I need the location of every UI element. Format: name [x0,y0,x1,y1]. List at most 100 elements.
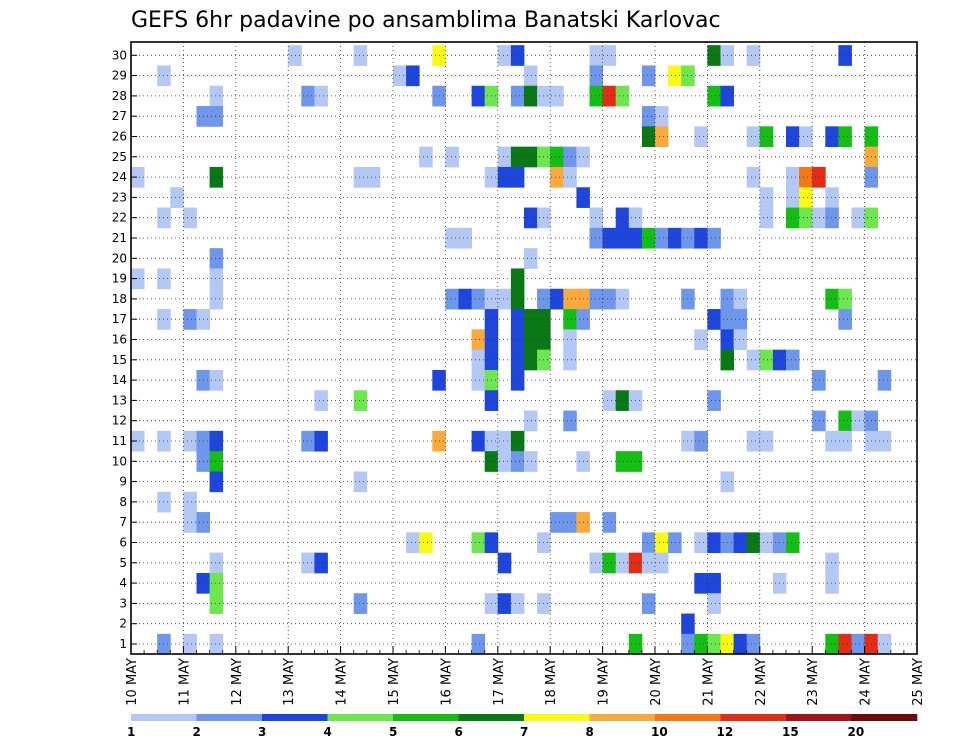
heatmap-cell [825,552,839,574]
heatmap-cell [209,288,224,310]
y-tick-label: 13 [112,393,127,407]
heatmap-cell [550,85,564,107]
heatmap-cell [825,572,839,594]
heatmap-cell [615,288,630,310]
heatmap-cell [707,633,721,655]
legend-swatch [393,714,459,721]
y-tick-label: 14 [112,373,127,387]
heatmap-cell [707,309,721,330]
heatmap-cell [524,85,538,107]
heatmap-cell [746,126,761,148]
heatmap-cell [563,349,577,371]
y-tick-label: 21 [112,231,127,245]
heatmap-cell [471,85,486,107]
heatmap-cell [406,65,420,87]
legend-label: 2 [193,725,201,739]
heatmap-cell [497,288,512,310]
heatmap-cell [353,471,368,493]
chart-title: GEFS 6hr padavine po ansamblima Banatski… [131,8,721,33]
legend-label: 6 [455,725,463,739]
legend-swatch [589,714,656,721]
heatmap-cell [707,227,721,249]
heatmap-cell [641,227,656,249]
heatmap-cell [589,227,603,249]
heatmap-cell [510,329,525,351]
color-legend: 1 2 3 4 5 6 7 8 10 12 15 20 [127,714,918,739]
heatmap-cell [314,85,328,107]
heatmap-cell [445,146,459,168]
legend-label: 5 [389,725,397,739]
legend-swatch [327,714,394,721]
legend-swatch [262,714,328,721]
heatmap-cell [563,146,577,168]
heatmap-cell [655,532,669,554]
heatmap-cell [707,532,721,554]
heatmap-cell [301,552,315,574]
heatmap-cell [825,288,839,310]
heatmap-cell [733,309,748,330]
heatmap-cell [131,430,145,452]
heatmap-cell [510,309,525,330]
heatmap-cell [209,451,224,472]
heatmap-cell [812,369,826,391]
y-tick-label: 16 [112,333,127,347]
heatmap-cell [759,187,774,208]
heatmap-cell [694,227,708,249]
heatmap-cell [733,329,748,351]
heatmap-cell [655,227,669,249]
y-tick-label: 10 [112,454,127,468]
heatmap-cell [589,288,603,310]
heatmap-cell [838,45,852,66]
heatmap-cell [733,633,748,655]
heatmap-cell [406,532,420,554]
heatmap-cell [563,410,577,432]
heatmap-cell [786,207,800,229]
heatmap-cell [602,288,617,310]
heatmap-cell [668,227,682,249]
y-tick-label: 20 [112,251,127,265]
heatmap-cell [524,248,538,269]
heatmap-cell [694,532,708,554]
heatmap-cell [877,633,892,655]
heatmap-cell [445,227,459,249]
legend-label: 7 [520,725,528,739]
heatmap-cell [759,430,774,452]
legend-swatch [196,714,263,721]
heatmap-cell [314,390,328,411]
heatmap-cell [746,633,761,655]
heatmap-cell [759,126,774,148]
heatmap-cell [838,410,852,432]
heatmap-cell [550,146,564,168]
heatmap-cell [209,106,224,127]
heatmap-cell [563,166,577,188]
heatmap-cell [668,65,682,87]
heatmap-cell [838,430,852,452]
heatmap-cell [497,552,512,574]
heatmap-cell [471,329,486,351]
heatmap-cell [694,572,708,594]
heatmap-cell [131,268,145,290]
y-tick-label: 19 [112,272,127,286]
x-tick-label: 10 MAY [125,658,140,706]
heatmap-cell [746,349,761,371]
heatmap-cell [314,552,328,574]
x-axis: 10 MAY 11 MAY 12 MAY 13 MAY 14 MAY 15 MAY 16 M… [125,646,926,706]
heatmap-cell [510,45,525,66]
heatmap-cell [524,349,538,371]
heatmap-cell [458,227,472,249]
x-tick-label: 24 MAY [859,658,874,706]
heatmap-cell [707,390,721,411]
heatmap-cell [353,593,368,614]
heatmap-cell [471,349,486,371]
x-tick-label: 21 MAY [701,658,716,706]
legend-label: 4 [324,725,332,739]
heatmap-cell [183,491,197,513]
heatmap-cell [510,593,525,614]
heatmap-cell [301,85,315,107]
heatmap-cell [209,430,224,452]
y-tick-label: 12 [112,414,127,428]
heatmap-cell [694,430,708,452]
y-tick-label: 7 [119,515,127,529]
heatmap-cell [497,451,512,472]
